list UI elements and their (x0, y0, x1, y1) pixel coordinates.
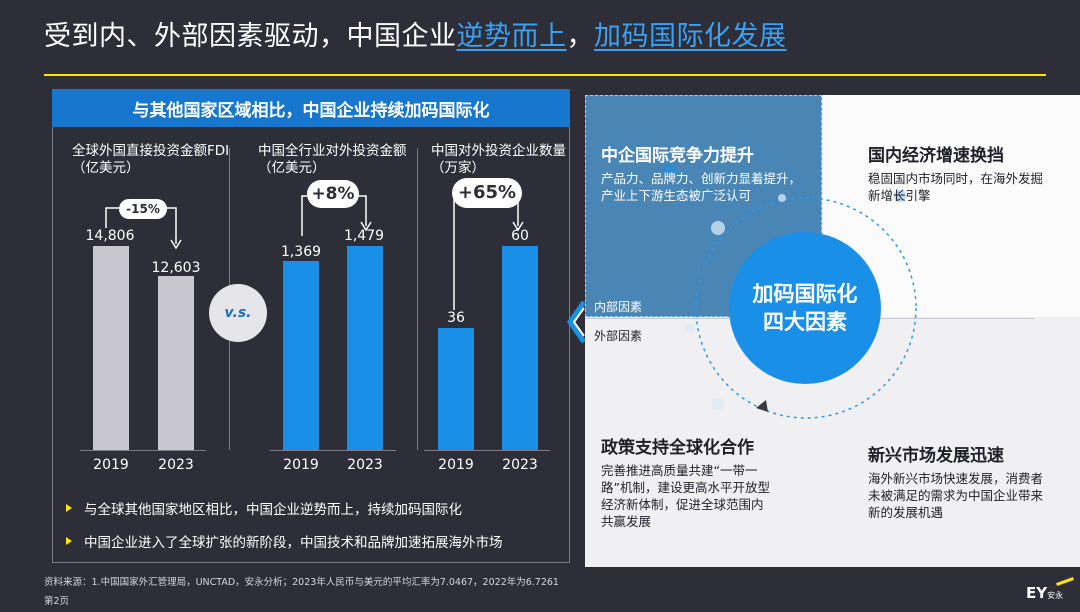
chart-separator (417, 148, 418, 450)
source-note: 资料来源：1.中国国家外汇管理局，UNCTAD，安永分析；2023年人民币与美元… (44, 577, 559, 588)
chart1-bar-2023 (158, 276, 194, 450)
q2-text: 稳固国内市场同时，在海外发掘新增长引擎 (868, 171, 1044, 203)
q3-text: 完善推进高质量共建“一带一路”机制，建设更高水平开放型经济新体制，促进全球范围内… (601, 463, 770, 529)
chart2-value-label-2023: 1,479 (343, 228, 385, 244)
list-item: 中国企业进入了全球扩张的新阶段，中国技术和品牌加速拓展海外市场 (66, 531, 503, 551)
ey-logo: EY安永 (1026, 584, 1063, 602)
orbit-dot-icon (894, 190, 906, 202)
chart3-title: 中国对外投资企业数量 （万家） (431, 143, 566, 177)
chart2-bar-2023 (347, 246, 383, 450)
center-line2: 四大因素 (763, 310, 847, 334)
chart1-value-label-2023: 12,603 (151, 260, 201, 276)
bullet-text: 中国企业进入了全球扩张的新阶段，中国技术和品牌加速拓展海外市场 (84, 535, 503, 551)
chart2-value-label-2019: 1,369 (280, 244, 322, 260)
list-item: 与全球其他国家地区相比，中国企业逆势而上，持续加码国际化 (66, 498, 503, 518)
chart3-title-line1: 中国对外投资企业数量 (431, 143, 566, 159)
orbit-dot-icon (663, 163, 677, 177)
chart3-baseline (424, 450, 550, 451)
chart3-value-label-2023: 60 (511, 228, 529, 244)
chart3-title-line2: （万家） (431, 160, 485, 176)
title-highlight-1[interactable]: 逆势而上 (456, 21, 567, 52)
q1-title: 中企国际竞争力提升 (601, 146, 754, 166)
chart2-year-2023: 2023 (347, 457, 383, 473)
chart1-title-line2: （亿美元） (72, 160, 140, 176)
chart1-change-badge: -15% (119, 199, 167, 219)
chart3-bar-2019 (438, 328, 474, 450)
center-circle: 加码国际化 四大因素 (729, 232, 881, 384)
chart3-value-label-2019: 36 (447, 310, 465, 326)
left-panel-banner: 与其他国家区域相比，中国企业持续加码国际化 (52, 89, 570, 127)
chart2-year-2019: 2019 (283, 457, 319, 473)
internal-factors-label: 内部因素 (594, 300, 643, 314)
page-number: 第2页 (44, 596, 70, 607)
orbit-ring (685, 194, 917, 419)
bullet-triangle-icon (66, 537, 72, 545)
chart2-change-badge: +8% (307, 180, 359, 208)
title-comma: ， (566, 21, 594, 52)
bullet-list: 与全球其他国家地区相比，中国企业逆势而上，持续加码国际化 中国企业进入了全球扩张… (66, 498, 503, 551)
chart1-baseline (80, 450, 206, 451)
title-rule (44, 74, 1046, 76)
chart1-year-2019: 2019 (93, 457, 129, 473)
chart2-baseline (270, 450, 396, 451)
chart2-title: 中国全行业对外投资金额 （亿美元） (258, 143, 407, 177)
chart3-year-2019: 2019 (438, 457, 474, 473)
q4-title: 新兴市场发展迅速 (868, 446, 1004, 466)
bullet-text: 与全球其他国家地区相比，中国企业逆势而上，持续加码国际化 (84, 502, 462, 518)
chevron-left-icon (566, 300, 586, 344)
chart1-bar-2019 (93, 246, 129, 450)
title-part1: 受到内、外部因素驱动，中国企业 (44, 21, 457, 52)
logo-subtext: 安永 (1047, 591, 1064, 600)
chart3-year-2023: 2023 (502, 457, 538, 473)
logo-text: EY (1026, 584, 1048, 602)
chart2-title-line2: （亿美元） (258, 160, 326, 176)
external-factors-label: 外部因素 (594, 329, 643, 343)
q1-text: 产品力、品牌力、创新力显着提升，产业上下游生态被广泛认可 (601, 171, 802, 203)
chart1-title-line1: 全球外国直接投资金额FDI (72, 143, 230, 159)
q3-title: 政策支持全球化合作 (601, 438, 754, 458)
chart1-title: 全球外国直接投资金额FDI （亿美元） (72, 143, 229, 177)
q2-title: 国内经济增速换挡 (868, 146, 1004, 166)
chart1-value-label-2019: 14,806 (85, 228, 135, 244)
chart2-bar-2019 (283, 261, 319, 450)
vs-badge: v.s. (209, 284, 267, 342)
page-title: 受到内、外部因素驱动，中国企业逆势而上，加码国际化发展 (44, 14, 787, 53)
title-highlight-2[interactable]: 加码国际化发展 (594, 21, 787, 52)
chart1-year-2023: 2023 (158, 457, 194, 473)
center-line1: 加码国际化 (752, 282, 858, 306)
q4-text: 海外新兴市场快速发展，消费者未被满足的需求为中国企业带来新的发展机遇 (868, 471, 1044, 520)
chart3-bar-2023 (502, 246, 538, 450)
chart3-change-badge: +65% (452, 178, 522, 208)
chart2-title-line1: 中国全行业对外投资金额 (258, 143, 407, 159)
bullet-triangle-icon (66, 504, 72, 512)
